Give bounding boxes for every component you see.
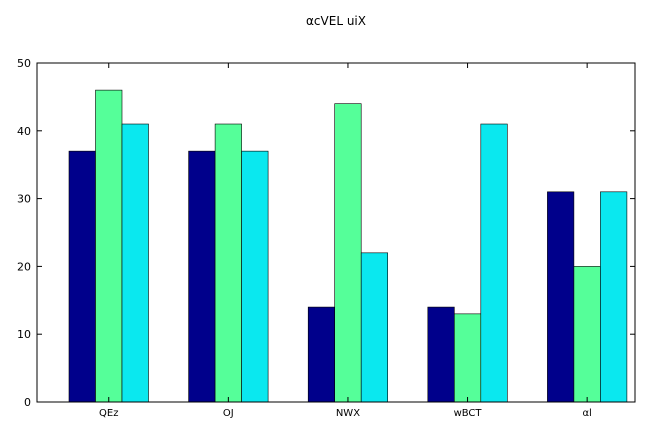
plot-area-frame: [36, 62, 636, 403]
x-category-label: αl: [582, 408, 591, 419]
x-category-label: OJ: [223, 408, 234, 419]
bar-series1-OJ: [188, 150, 216, 403]
y-tick-label: 0: [24, 396, 31, 409]
bar-series1-αl: [547, 191, 575, 403]
bar-series3-NWX: [360, 252, 389, 403]
bar-series1-wBCT: [427, 306, 455, 403]
x-category-label: QEz: [99, 408, 118, 419]
bar-series2-NWX: [334, 103, 362, 403]
y-axis: 0 10 20 30 40 50: [17, 57, 635, 409]
y-tick-label: 10: [17, 328, 31, 341]
y-tick-label: 50: [17, 57, 31, 70]
y-tick-label: 40: [17, 125, 31, 138]
bar-series2-QEz: [95, 89, 123, 403]
bar-series3-OJ: [241, 150, 269, 403]
chart-title: αcVEL uiX: [306, 14, 366, 28]
bar-series3-QEz: [121, 123, 149, 403]
bar-series3-αl: [600, 191, 628, 403]
y-tick-label: 30: [17, 193, 31, 206]
bars-group: [68, 89, 628, 403]
bar-series1-QEz: [68, 150, 96, 403]
x-category-label: wBCT: [454, 408, 483, 419]
x-category-label: NWX: [336, 408, 360, 419]
bar-series2-OJ: [214, 123, 242, 403]
y-tick-label: 20: [17, 260, 31, 273]
bar-series2-wBCT: [453, 313, 482, 403]
bar-series2-αl: [573, 266, 601, 403]
x-axis: QEz OJ NWX wBCT αl: [99, 63, 592, 419]
bar-series1-NWX: [307, 306, 336, 403]
bar-series3-wBCT: [480, 123, 508, 403]
